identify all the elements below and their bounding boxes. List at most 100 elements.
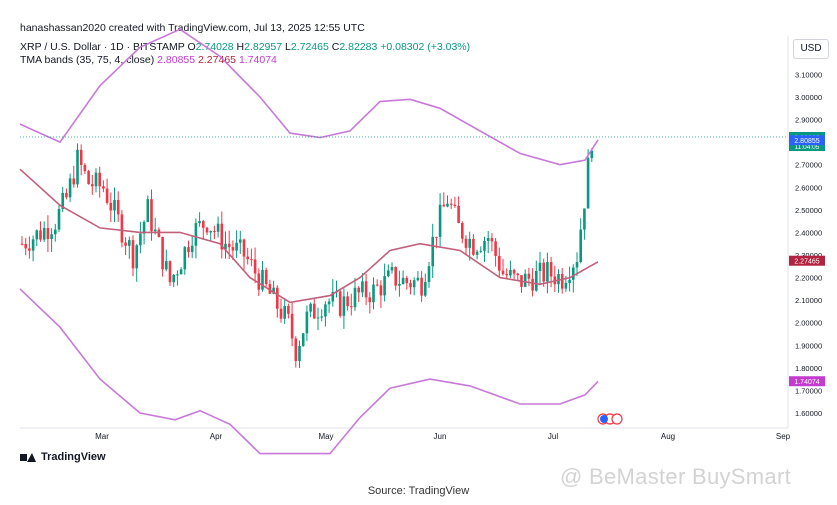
candle	[268, 284, 272, 294]
candle	[327, 301, 331, 305]
candle	[420, 277, 423, 296]
high-label: H	[236, 41, 245, 53]
candle	[557, 273, 560, 285]
price-axis-tag	[789, 255, 825, 266]
candle	[261, 269, 264, 290]
candle	[442, 204, 446, 207]
candle	[79, 149, 83, 165]
candle	[501, 270, 505, 275]
candle	[368, 297, 372, 303]
candle	[416, 277, 420, 281]
candle	[372, 284, 375, 303]
candle	[516, 273, 520, 276]
candle	[313, 303, 316, 319]
flag-icon	[600, 415, 608, 423]
y-tick-label: 1.90000	[795, 341, 822, 350]
candle	[387, 270, 390, 277]
candle	[87, 171, 90, 185]
symbol-label: XRP / U.S. Dollar · 1D · BITSTAMP	[20, 41, 185, 53]
candle	[168, 261, 172, 283]
candle	[412, 280, 416, 288]
candle	[72, 178, 76, 185]
change-value: +0.08302 (+3.03%)	[380, 41, 471, 53]
candle	[190, 245, 194, 253]
candle	[383, 276, 386, 296]
candle	[290, 313, 294, 339]
candle	[364, 281, 368, 298]
candle	[350, 306, 353, 308]
x-tick-label: Apr	[210, 432, 223, 441]
candle	[205, 227, 209, 233]
candle	[120, 214, 124, 243]
candle	[150, 199, 153, 232]
tma-lower-band	[19, 288, 599, 455]
candle	[320, 316, 323, 318]
y-tick-label: 2.30000	[795, 251, 822, 260]
candle	[309, 303, 312, 312]
indicator-label: TMA bands (35, 75, 4, close)	[20, 54, 155, 66]
candle	[91, 184, 94, 187]
candle	[142, 221, 146, 234]
candle	[187, 247, 190, 253]
candle	[246, 256, 249, 260]
candle	[94, 172, 98, 187]
candle	[102, 186, 105, 189]
y-tick-label: 1.60000	[795, 409, 822, 418]
low-label: L	[285, 41, 291, 53]
price-axis-tag	[789, 376, 825, 387]
candle	[342, 296, 346, 316]
candle	[279, 308, 283, 319]
candle	[468, 238, 471, 248]
candle	[486, 238, 490, 242]
candle	[216, 223, 220, 232]
candle	[479, 250, 483, 252]
candle	[398, 283, 401, 286]
candle	[401, 277, 405, 284]
candle	[338, 291, 342, 316]
candle	[35, 230, 39, 240]
candle	[424, 281, 427, 296]
low-value: 2.72465	[290, 41, 329, 53]
candle	[305, 311, 309, 334]
high-value: 2.82957	[244, 41, 283, 53]
candle	[157, 229, 161, 238]
close-label: C	[331, 41, 340, 53]
candle	[135, 245, 138, 269]
y-tick-label: 2.20000	[795, 274, 822, 283]
x-tick-label: Jun	[434, 432, 447, 441]
candle	[586, 158, 590, 209]
candle	[316, 317, 320, 319]
candle	[568, 279, 571, 284]
tma-upper-band	[19, 28, 599, 166]
candle	[324, 304, 327, 317]
candle	[464, 238, 468, 248]
candle	[535, 271, 538, 291]
candle	[449, 203, 453, 205]
candle	[512, 269, 516, 274]
candle	[65, 192, 68, 198]
candle	[405, 277, 409, 284]
candle	[213, 230, 216, 232]
candle	[183, 247, 187, 270]
y-tick-label: 2.60000	[795, 183, 822, 192]
candle	[523, 273, 527, 287]
candle	[531, 278, 534, 291]
currency-button[interactable]: USD	[793, 39, 829, 59]
candle	[76, 149, 79, 185]
candle	[28, 248, 31, 251]
candle	[483, 241, 486, 251]
candle	[542, 262, 545, 282]
candle	[113, 199, 116, 211]
candle	[242, 239, 246, 257]
source-caption: Source: TradingView	[367, 485, 470, 497]
indicator-legend: TMA bands (35, 75, 4, close) 2.80855 2.2…	[20, 54, 277, 66]
candle	[505, 274, 508, 276]
candle	[239, 239, 242, 243]
candle	[361, 281, 364, 293]
candle	[50, 234, 53, 239]
y-tick-label: 2.50000	[795, 206, 822, 215]
candle	[179, 269, 183, 275]
candle	[301, 333, 305, 347]
chart-credit: hanashassan2020 created with TradingView…	[20, 22, 365, 34]
